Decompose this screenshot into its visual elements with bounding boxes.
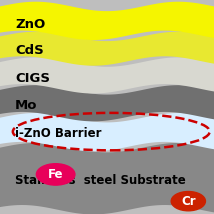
Text: CdS: CdS [15, 44, 44, 57]
Text: Mo: Mo [15, 100, 37, 112]
Polygon shape [0, 2, 214, 40]
Text: CIGS: CIGS [15, 72, 50, 85]
Text: Stainless  steel Substrate: Stainless steel Substrate [15, 174, 186, 187]
Polygon shape [0, 32, 214, 66]
Ellipse shape [36, 164, 75, 185]
Polygon shape [0, 57, 214, 94]
Polygon shape [0, 113, 214, 151]
Polygon shape [0, 143, 214, 214]
Text: ZnO: ZnO [15, 18, 45, 31]
Ellipse shape [171, 192, 205, 211]
Text: i-ZnO Barrier: i-ZnO Barrier [15, 127, 101, 140]
Polygon shape [0, 85, 214, 121]
Text: Cr: Cr [181, 195, 196, 208]
Text: Fe: Fe [48, 168, 63, 181]
